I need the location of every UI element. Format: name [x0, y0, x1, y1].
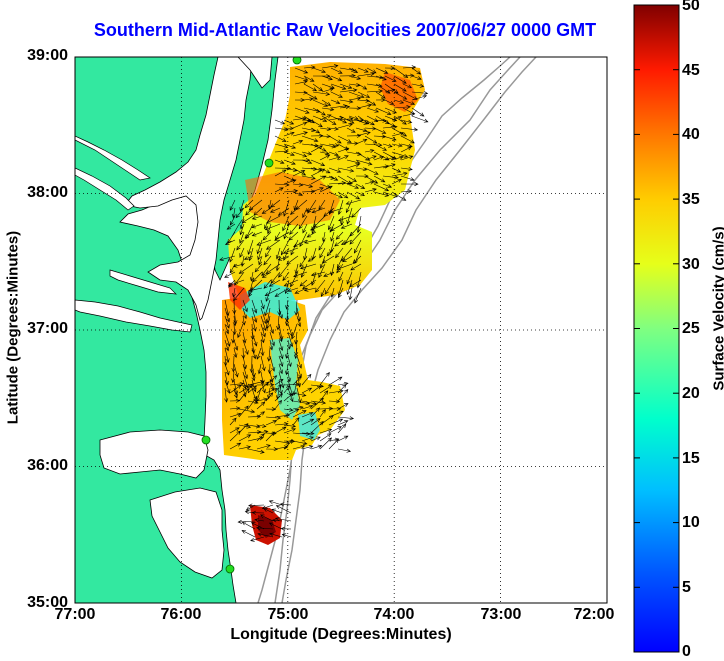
- x-tick-label: 73:00: [471, 606, 531, 624]
- colorbar-tick-label: 45: [682, 62, 712, 80]
- colorbar-tick-label: 5: [682, 579, 712, 597]
- x-tick-label: 75:00: [258, 606, 318, 624]
- colorbar-tick-label: 10: [682, 514, 712, 532]
- y-axis-label: Latitude (Degrees:Minutes): [5, 158, 22, 498]
- colorbar: [634, 5, 679, 652]
- colorbar-tick-label: 15: [682, 450, 712, 468]
- colorbar-tick-label: 30: [682, 256, 712, 274]
- radar-station-marker: [226, 565, 234, 573]
- colorbar-tick-label: 20: [682, 385, 712, 403]
- albemarle-sound: [100, 430, 208, 478]
- colorbar-tick-label: 50: [682, 0, 712, 15]
- x-tick-label: 76:00: [151, 606, 211, 624]
- x-axis-label: Longitude (Degrees:Minutes): [75, 626, 607, 644]
- x-tick-label: 72:00: [564, 606, 624, 624]
- radar-station-marker: [202, 436, 210, 444]
- colorbar-tick-label: 35: [682, 191, 712, 209]
- colorbar-tick-label: 40: [682, 126, 712, 144]
- colorbar-label: Surface Velocity (cm/s): [711, 139, 724, 479]
- x-tick-label: 74:00: [364, 606, 424, 624]
- radar-station-marker: [265, 159, 273, 167]
- y-tick-label: 39:00: [10, 47, 68, 65]
- y-tick-label: 35:00: [10, 594, 68, 612]
- colorbar-tick-label: 0: [682, 643, 712, 661]
- colorbar-tick-label: 25: [682, 320, 712, 338]
